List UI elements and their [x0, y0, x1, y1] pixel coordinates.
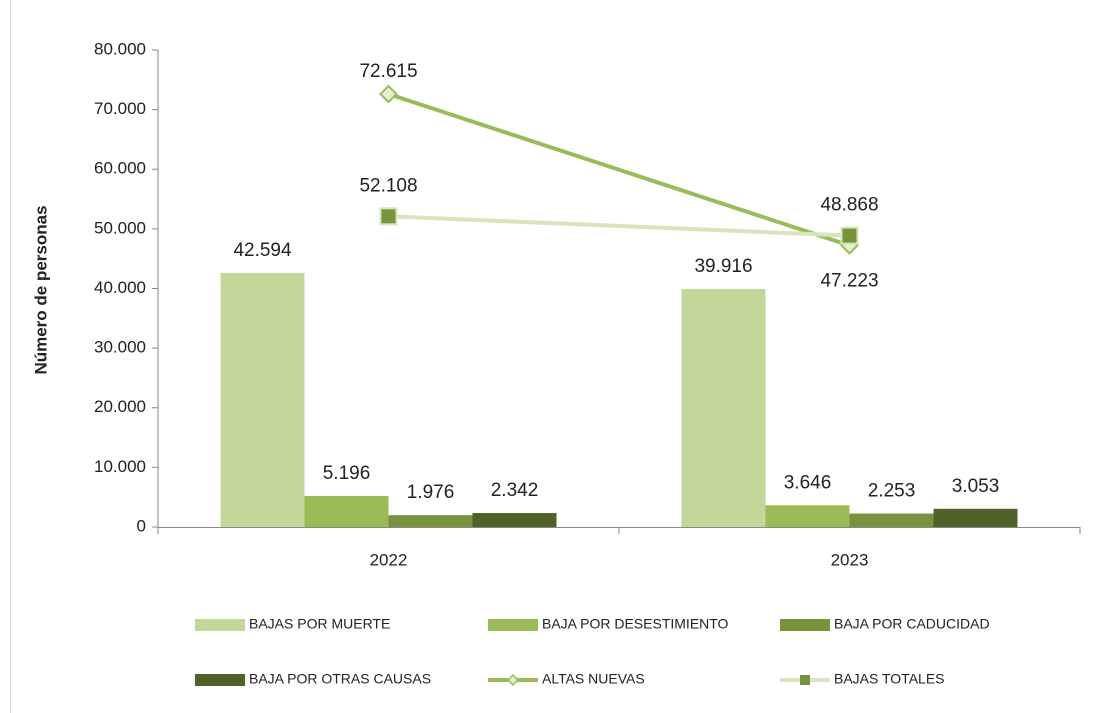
bar-value-label: 3.646	[784, 472, 832, 493]
bar-value-label: 2.253	[868, 481, 916, 502]
bar	[849, 513, 934, 527]
bar	[765, 505, 850, 527]
bar	[388, 515, 473, 527]
legend-swatch	[780, 619, 830, 631]
legend-swatch	[488, 619, 538, 631]
bar-value-label: 42.594	[233, 240, 292, 261]
bar-value-label: 2.342	[491, 480, 539, 501]
line-value-label: 48.868	[820, 195, 878, 216]
bar	[220, 273, 305, 527]
bar	[681, 289, 766, 527]
legend-label: BAJAS TOTALES	[834, 671, 945, 687]
legend-marker	[506, 673, 520, 687]
legend-label: ALTAS NUEVAS	[542, 671, 645, 687]
legend-swatch	[195, 674, 245, 686]
legend-label: BAJA POR CADUCIDAD	[834, 616, 990, 632]
y-tick-label: 50.000	[94, 218, 146, 237]
line	[388, 214, 850, 238]
y-tick-label: 30.000	[94, 338, 146, 357]
line-value-label: 52.108	[359, 175, 417, 196]
bar	[304, 496, 389, 527]
point	[840, 226, 859, 245]
bar-value-label: 3.053	[952, 476, 1000, 497]
bar	[472, 513, 557, 527]
point	[379, 207, 398, 226]
y-tick-label: 10.000	[94, 457, 146, 476]
legend-marker	[800, 675, 810, 685]
line-value-label: 47.223	[820, 270, 878, 291]
x-tick-label: 2022	[370, 550, 408, 569]
x-tick-label: 2023	[831, 550, 869, 569]
legend-swatch	[195, 619, 245, 631]
bar	[933, 508, 1018, 527]
y-tick-label: 60.000	[94, 159, 146, 178]
bar-value-label: 1.976	[407, 482, 455, 503]
y-tick-label: 20.000	[94, 397, 146, 416]
legend-label: BAJA POR DESESTIMIENTO	[542, 616, 729, 632]
y-tick-label: 0	[137, 516, 146, 535]
bar-value-label: 5.196	[323, 463, 371, 484]
bar-value-label: 39.916	[694, 256, 752, 277]
point	[379, 84, 398, 104]
line	[387, 92, 851, 248]
y-tick-label: 70.000	[94, 99, 146, 118]
y-tick-label: 40.000	[94, 278, 146, 297]
line-value-label: 72.615	[359, 61, 417, 82]
legend-label: BAJAS POR MUERTE	[249, 616, 390, 632]
y-tick-label: 80.000	[94, 39, 146, 58]
y-axis-label: Número de personas	[31, 205, 50, 374]
legend-label: BAJA POR OTRAS CAUSAS	[249, 671, 431, 687]
